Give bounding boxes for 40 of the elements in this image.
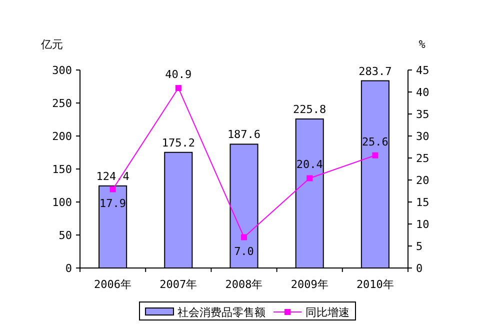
data-label: 40.9	[165, 68, 192, 82]
y2-tick-label: 15	[416, 196, 430, 209]
point	[306, 175, 313, 182]
x-tick-label: 2009年	[290, 278, 328, 291]
x-tick-label: 2006年	[94, 278, 132, 291]
y2-tick-label: 5	[416, 240, 423, 253]
point	[241, 234, 247, 240]
y-tick-label: 250	[52, 97, 72, 110]
y-axis-title: 亿元	[40, 38, 63, 51]
data-label: 283.7	[358, 64, 392, 78]
y2-tick-label: 10	[416, 218, 430, 231]
data-label: 175.2	[162, 136, 195, 150]
y2-tick-label: 35	[416, 108, 430, 121]
x-tick-label: 2008年	[225, 278, 263, 291]
x-tick-label: 2007年	[160, 278, 198, 291]
y2-tick-label: 40	[416, 86, 430, 99]
y-tick-label: 0	[65, 262, 72, 275]
data-label: 17.9	[100, 197, 126, 210]
data-label: 7.0	[234, 245, 254, 258]
data-label: 187.6	[227, 128, 261, 142]
y2-tick-label: 20	[416, 174, 430, 187]
data-label: 25.6	[362, 135, 388, 148]
y2-tick-label: 30	[416, 130, 430, 143]
legend-label: 同比增速	[306, 306, 350, 319]
y-tick-label: 100	[52, 196, 72, 209]
y2-tick-label: 0	[416, 262, 423, 275]
data-label: 225.8	[293, 102, 326, 116]
y2-tick-label: 25	[416, 152, 430, 165]
x-tick-label: 2010年	[356, 278, 394, 291]
point	[175, 85, 182, 92]
y2-axis-title: %	[418, 38, 426, 51]
legend-label: 社会消费品零售额	[178, 306, 266, 319]
point	[372, 152, 378, 158]
y-tick-label: 200	[52, 130, 72, 143]
point	[110, 186, 116, 192]
y-tick-label: 300	[52, 64, 72, 77]
y-tick-label: 50	[58, 229, 72, 242]
y2-tick-label: 45	[416, 64, 430, 77]
y-tick-label: 150	[52, 163, 72, 176]
data-label: 20.4	[296, 158, 324, 172]
